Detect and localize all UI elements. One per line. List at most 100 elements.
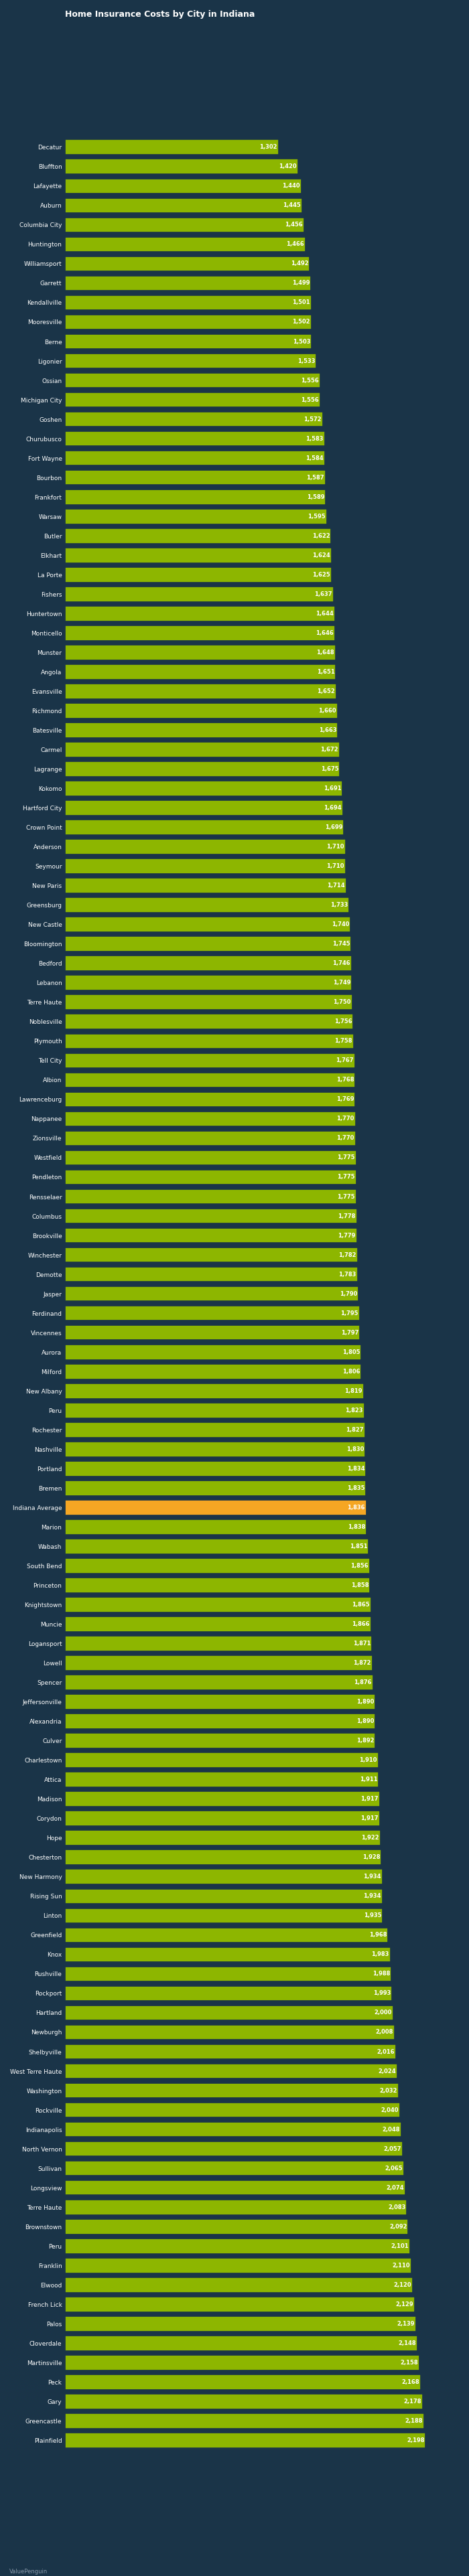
Bar [65,896,349,912]
Bar [65,938,351,951]
Bar [65,1015,353,1030]
Text: 2,092: 2,092 [389,2223,407,2231]
Bar [65,1772,378,1788]
Bar [65,1190,356,1203]
Text: 1,872: 1,872 [353,1659,371,1667]
Text: 1,890: 1,890 [356,1718,374,1723]
Text: 1,856: 1,856 [350,1564,368,1569]
Bar [65,1870,382,1886]
Text: 1,648: 1,648 [316,649,334,654]
Bar [65,858,346,873]
Bar [65,1208,357,1224]
Text: 1,440: 1,440 [282,183,300,188]
Text: 2,129: 2,129 [395,2300,413,2308]
Bar [65,976,352,989]
Text: 1,589: 1,589 [307,495,325,500]
Bar [65,549,332,564]
Bar [65,1131,356,1146]
Text: 1,983: 1,983 [371,1953,389,1958]
Text: 1,583: 1,583 [306,435,324,440]
Bar [65,2218,408,2233]
Bar [65,762,340,775]
Bar [65,1499,366,1515]
Bar [65,2316,416,2331]
Text: 2,024: 2,024 [378,2069,396,2074]
Text: 1,651: 1,651 [317,670,334,675]
Bar [65,2102,400,2117]
Bar [65,489,326,505]
Bar [65,296,311,309]
Bar [65,1110,356,1126]
Text: 1,858: 1,858 [351,1582,369,1589]
Bar [65,2179,405,2195]
Bar [65,2045,396,2058]
Text: 1,770: 1,770 [336,1136,354,1141]
Text: 1,922: 1,922 [361,1834,379,1842]
Text: 1,584: 1,584 [306,456,324,461]
Text: 1,660: 1,660 [318,708,336,714]
Bar [65,1695,375,1710]
Text: 2,158: 2,158 [400,2360,418,2365]
Text: 2,101: 2,101 [391,2244,408,2249]
Text: 1,756: 1,756 [334,1018,352,1025]
Bar [65,2298,415,2311]
Text: 1,646: 1,646 [316,631,334,636]
Bar [65,1577,370,1592]
Text: 1,917: 1,917 [361,1795,378,1803]
Text: 1,694: 1,694 [324,804,342,811]
Text: 1,790: 1,790 [340,1291,357,1296]
Text: 2,065: 2,065 [385,2166,402,2172]
Bar [65,335,311,350]
Bar [65,1888,382,1904]
Text: 1,675: 1,675 [321,765,339,773]
Bar [65,255,310,270]
Bar [65,1363,362,1378]
Text: 2,008: 2,008 [376,2030,393,2035]
Text: 1,827: 1,827 [346,1427,363,1432]
Text: 1,768: 1,768 [336,1077,354,1082]
Text: 1,769: 1,769 [336,1097,354,1103]
Text: 1,968: 1,968 [369,1932,386,1937]
Bar [65,644,335,659]
Text: 1,890: 1,890 [356,1700,374,1705]
Text: 2,040: 2,040 [381,2107,399,2112]
Bar [65,2354,419,2370]
Text: 1,637: 1,637 [315,590,333,598]
Bar [65,1422,365,1437]
Bar [65,2259,411,2272]
Text: 1,770: 1,770 [336,1115,354,1123]
Bar [65,1713,375,1728]
Text: 1,691: 1,691 [323,786,341,791]
Text: 1,935: 1,935 [363,1911,381,1919]
Bar [65,1811,379,1826]
Text: 2,110: 2,110 [392,2262,410,2269]
Bar [65,665,336,680]
Text: 1,819: 1,819 [344,1388,362,1394]
Text: 1,624: 1,624 [312,551,330,559]
Bar [65,198,302,214]
Bar [65,1481,366,1497]
Text: 2,188: 2,188 [405,2419,423,2424]
Text: 2,083: 2,083 [388,2205,406,2210]
Bar [65,510,327,523]
Bar [65,1752,378,1767]
Bar [65,1092,356,1108]
Text: 1,466: 1,466 [286,242,304,247]
Text: 1,445: 1,445 [283,204,301,209]
Text: 1,499: 1,499 [292,281,310,286]
Bar [65,216,304,232]
Text: 1,834: 1,834 [347,1466,365,1471]
Bar [65,840,346,855]
Bar [65,1538,369,1553]
Text: 1,501: 1,501 [292,299,310,307]
Text: 1,652: 1,652 [317,688,335,696]
Text: 1,699: 1,699 [325,824,342,829]
Bar [65,1832,380,1844]
Text: 1,672: 1,672 [320,747,338,752]
Text: 1,851: 1,851 [349,1543,368,1548]
Bar [65,1947,391,1963]
Text: 2,139: 2,139 [397,2321,415,2326]
Bar [65,392,320,407]
Bar [65,2123,401,2138]
Bar [65,1597,371,1613]
